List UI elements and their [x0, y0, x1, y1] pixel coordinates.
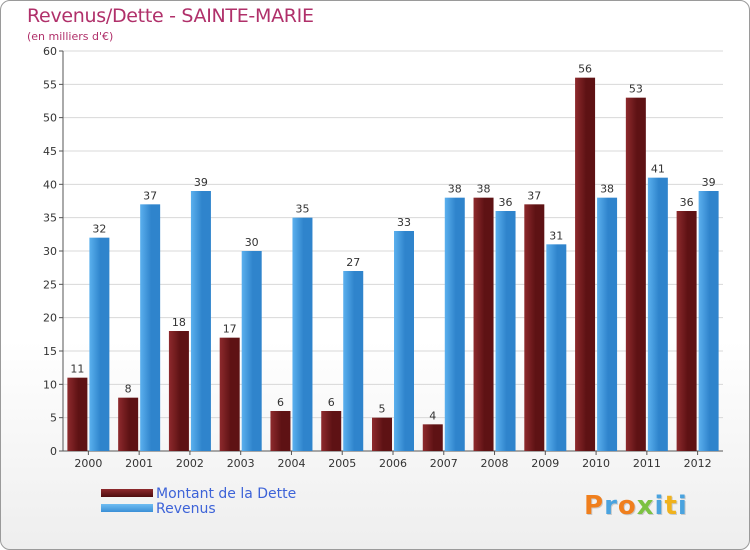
chart-title: Revenus/Dette - SAINTE-MARIE [27, 5, 314, 27]
data-label-revenue: 35 [295, 203, 309, 216]
legend-item-revenue: Revenus [101, 502, 296, 517]
bar-chart: 0510152025303540455055602000113220018372… [43, 45, 723, 470]
y-tick-label: 60 [43, 45, 57, 58]
x-tick-label: 2012 [684, 457, 712, 470]
bar-revenue [444, 197, 465, 451]
bar-revenue [190, 191, 211, 451]
data-label-revenue: 41 [651, 163, 665, 176]
logo-letter: r [604, 491, 618, 521]
bar-revenue [140, 204, 161, 451]
y-tick-label: 0 [50, 445, 57, 458]
bar-revenue [546, 244, 567, 451]
bar-debt [625, 97, 646, 452]
bar-debt [118, 397, 139, 451]
x-tick-label: 2011 [633, 457, 661, 470]
bar-revenue [495, 211, 516, 451]
x-tick-label: 2004 [277, 457, 305, 470]
logo-letter: t [664, 491, 678, 521]
legend-label-debt: Montant de la Dette [156, 486, 297, 502]
bar-debt [219, 337, 240, 451]
data-label-debt: 8 [125, 383, 132, 396]
data-label-revenue: 36 [499, 196, 513, 209]
bar-debt [473, 197, 494, 451]
x-tick-label: 2007 [430, 457, 458, 470]
data-label-revenue: 31 [549, 229, 563, 242]
logo-letter: i [654, 491, 665, 521]
x-tick-label: 2005 [328, 457, 356, 470]
logo-letter: o [617, 491, 637, 521]
bar-revenue [241, 251, 262, 451]
bar-revenue [292, 217, 313, 451]
data-label-revenue: 38 [448, 183, 462, 196]
bar-revenue [597, 197, 618, 451]
bar-debt [676, 211, 697, 451]
bar-debt [321, 411, 342, 451]
x-tick-label: 2002 [176, 457, 204, 470]
y-tick-label: 10 [43, 378, 57, 391]
legend-swatch-revenue [101, 504, 153, 512]
y-tick-label: 55 [43, 78, 57, 91]
y-tick-label: 25 [43, 278, 57, 291]
legend-item-debt: Montant de la Dette [101, 487, 296, 502]
y-tick-label: 50 [43, 112, 57, 125]
legend-label-revenue: Revenus [156, 501, 216, 517]
x-tick-label: 2000 [74, 457, 102, 470]
data-label-debt: 38 [477, 183, 491, 196]
y-tick-label: 45 [43, 145, 57, 158]
data-label-debt: 56 [578, 63, 592, 76]
logo-letter: x [636, 491, 655, 521]
data-label-debt: 11 [70, 363, 84, 376]
data-label-debt: 4 [429, 409, 436, 422]
x-tick-label: 2001 [125, 457, 153, 470]
bar-debt [67, 377, 88, 451]
logo-letter: P [584, 491, 605, 521]
legend: Montant de la Dette Revenus [101, 487, 296, 517]
data-label-debt: 37 [527, 189, 541, 202]
bar-revenue [698, 191, 719, 451]
x-tick-label: 2010 [582, 457, 610, 470]
data-label-revenue: 38 [600, 183, 614, 196]
x-tick-label: 2003 [227, 457, 255, 470]
y-tick-label: 40 [43, 178, 57, 191]
data-label-debt: 6 [277, 396, 284, 409]
data-label-debt: 5 [379, 403, 386, 416]
data-label-debt: 53 [629, 83, 643, 96]
data-label-revenue: 30 [245, 236, 259, 249]
data-label-debt: 17 [223, 323, 237, 336]
x-tick-label: 2006 [379, 457, 407, 470]
data-label-debt: 6 [328, 396, 335, 409]
bar-revenue [343, 271, 364, 451]
data-label-revenue: 32 [92, 223, 106, 236]
data-label-revenue: 27 [346, 256, 360, 269]
y-tick-label: 15 [43, 345, 57, 358]
bar-debt [575, 77, 596, 452]
bar-debt [524, 204, 545, 451]
logo-letter: i [677, 491, 688, 521]
bar-debt [372, 417, 392, 451]
proxiti-logo: Proxiti [584, 491, 688, 521]
bar-debt [270, 411, 291, 451]
bar-revenue [647, 177, 668, 451]
y-tick-label: 5 [50, 412, 57, 425]
data-label-revenue: 33 [397, 216, 411, 229]
bar-revenue [394, 231, 414, 451]
bar-revenue [89, 237, 110, 451]
x-tick-label: 2008 [481, 457, 509, 470]
data-label-revenue: 37 [143, 189, 157, 202]
data-label-revenue: 39 [194, 176, 208, 189]
bar-debt [168, 331, 189, 451]
data-label-debt: 36 [680, 196, 694, 209]
data-label-debt: 18 [172, 316, 186, 329]
y-tick-label: 30 [43, 245, 57, 258]
data-label-revenue: 39 [702, 176, 716, 189]
bar-debt [422, 424, 443, 451]
chart-subtitle: (en milliers d'€) [27, 30, 114, 43]
legend-swatch-debt [101, 489, 153, 497]
y-tick-label: 20 [43, 312, 57, 325]
y-tick-label: 35 [43, 212, 57, 225]
x-tick-label: 2009 [531, 457, 559, 470]
